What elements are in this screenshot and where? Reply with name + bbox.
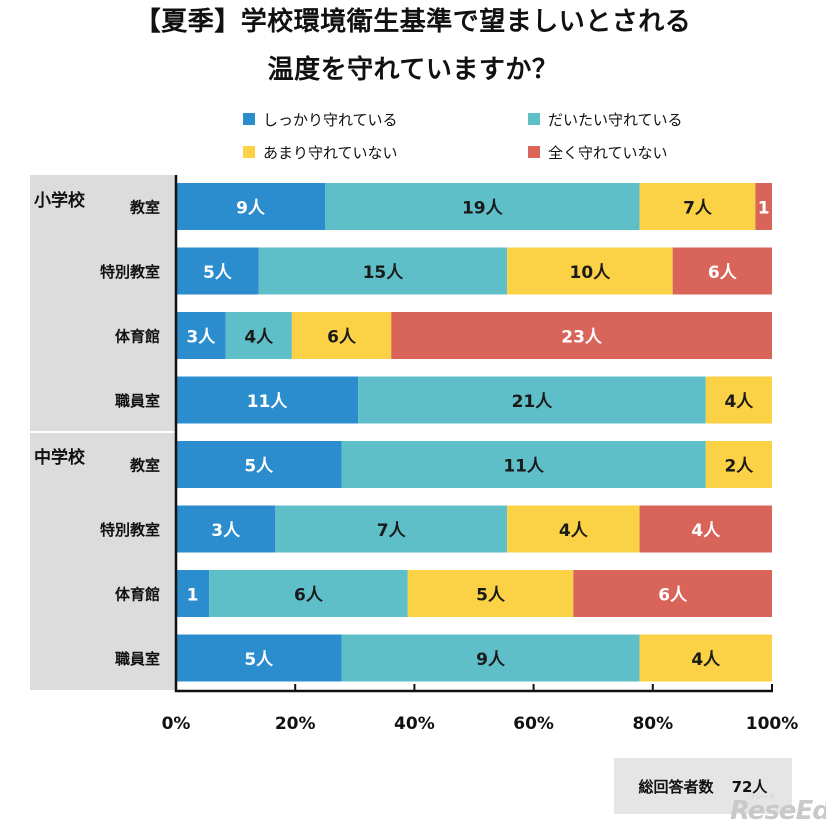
data-label-r2-s3: 23人 [561,328,603,348]
data-label-r1-s3: 6人 [708,263,738,283]
bar-r1-s2 [507,247,673,295]
legend-swatch-2 [243,146,255,158]
bar-r6-s3 [573,570,772,617]
bar-r7-s1 [341,634,640,682]
data-label-r1-s2: 10人 [570,263,612,283]
category-label-4: 教室 [129,457,160,475]
data-label-r3-s0: 11人 [247,392,289,412]
bar-r3-s2 [705,376,772,424]
bar-r2-s1 [225,312,292,359]
bar-r7-s2 [639,634,772,682]
bar-r6-s0 [176,570,210,617]
group-label-0: 小学校 [34,190,86,211]
category-label-0: 教室 [129,199,160,217]
data-label-r7-s2: 4人 [691,650,721,670]
data-label-r7-s0: 5人 [244,650,274,670]
category-label-1: 特別教室 [100,263,160,281]
bar-r4-s2 [705,441,772,488]
category-label-2: 体育館 [115,328,160,346]
bar-r1-s1 [258,247,508,295]
bar-r3-s0 [176,376,359,424]
data-label-r3-s1: 21人 [512,392,554,412]
category-label-6: 体育館 [115,586,160,604]
bar-r0-s2 [639,183,756,230]
legend-item-2: あまり守れていない [243,141,398,163]
data-label-r5-s3: 4人 [691,521,721,541]
bar-r5-s2 [507,505,640,553]
data-label-r2-s0: 3人 [186,328,216,348]
group-label-1: 中学校 [34,447,86,468]
bar-r2-s0 [176,312,226,359]
bar-r3-s1 [358,376,706,424]
bar-r0-s3 [755,183,772,230]
legend-swatch-3 [528,146,540,158]
data-label-r1-s1: 15人 [363,263,405,283]
bar-r0-s1 [325,183,640,230]
legend-label-2: あまり守れていない [263,143,398,162]
group-panel-0 [30,175,176,432]
data-label-r6-s1: 6人 [294,586,324,606]
data-label-r5-s2: 4人 [559,521,589,541]
bar-r1-s0 [176,247,259,295]
bar-r6-s1 [209,570,408,617]
legend-label-3: 全く守れていない [548,143,668,162]
legend-label-1: だいたい守れている [548,110,683,129]
legend-label-0: しっかり守れている [263,110,398,129]
category-label-3: 職員室 [115,392,160,410]
x-tick-label-3: 60% [513,714,554,734]
data-label-r6-s0: 1 [187,586,199,606]
data-label-r3-s2: 4人 [724,392,754,412]
brand-logo: ReseEd [730,796,826,826]
data-label-r2-s1: 4人 [244,328,274,348]
data-label-r0-s3: 1 [758,199,770,219]
data-label-r4-s0: 5人 [244,457,274,477]
data-label-r6-s3: 6人 [658,586,688,606]
data-label-r0-s1: 19人 [462,199,504,219]
bar-r4-s0 [176,441,342,488]
x-tick-label-4: 80% [632,714,673,734]
legend-item-0: しっかり守れている [243,108,398,130]
group-panel-1 [30,432,176,690]
x-tick-label-1: 20% [275,714,316,734]
x-tick-label-0: 0% [162,714,191,734]
legend-item-3: 全く守れていない [528,141,668,163]
bar-r0-s0 [176,183,325,230]
bar-r5-s1 [275,505,508,553]
legend-swatch-0 [243,113,255,125]
data-label-r4-s2: 2人 [724,457,754,477]
x-tick-label-2: 40% [394,714,435,734]
chart-title-line2: 温度を守れていますか？ [267,55,559,85]
category-label-7: 職員室 [115,650,160,668]
total-respondents-label: 総回答者数 [638,777,714,796]
data-label-r5-s0: 3人 [211,521,241,541]
bar-r5-s3 [639,505,772,553]
total-respondents-box: 総回答者数 72人 [614,758,792,814]
brand-sub: リシード [748,793,776,801]
data-label-r6-s2: 5人 [476,586,506,606]
data-label-r7-s1: 9人 [476,650,506,670]
data-label-r0-s2: 7人 [683,199,713,219]
bar-r5-s0 [176,505,276,553]
bar-r1-s3 [672,247,772,295]
legend-item-1: だいたい守れている [528,108,683,130]
bar-r2-s3 [391,312,772,359]
data-label-r0-s0: 9人 [236,199,266,219]
bar-r7-s0 [176,634,342,682]
chart-title-line1: 【夏季】学校環境衛生基準で望ましいとされる [134,7,692,37]
x-tick-label-5: 100% [746,714,799,734]
bar-r4-s1 [341,441,706,488]
data-label-r2-s2: 6人 [327,328,357,348]
total-respondents-value: 72人 [731,777,768,796]
bar-r2-s2 [291,312,392,359]
data-label-r4-s1: 11人 [503,457,545,477]
legend-swatch-1 [528,113,540,125]
category-label-5: 特別教室 [100,521,160,539]
data-label-r1-s0: 5人 [203,263,233,283]
bar-r6-s2 [407,570,574,617]
data-label-r5-s1: 7人 [377,521,407,541]
